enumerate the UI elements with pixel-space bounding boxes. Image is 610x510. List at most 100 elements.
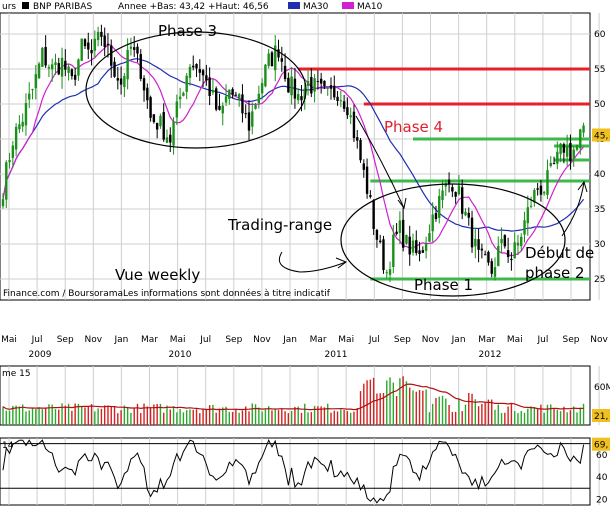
candle-body bbox=[428, 233, 431, 242]
candle-body bbox=[136, 46, 139, 54]
month-tick-label: Mai bbox=[170, 335, 186, 345]
month-tick-label: Mai bbox=[338, 335, 354, 345]
month-tick-label: Jan bbox=[113, 335, 128, 345]
oscillator-tick-label: 40 bbox=[596, 473, 608, 483]
candle-body bbox=[290, 76, 293, 96]
candle-body bbox=[139, 54, 142, 79]
candle-body bbox=[451, 187, 454, 192]
candle-body bbox=[188, 66, 192, 78]
candle-body bbox=[513, 242, 516, 259]
candle-body bbox=[562, 144, 566, 153]
ma10-legend-swatch bbox=[342, 2, 354, 9]
candle-body bbox=[352, 111, 356, 139]
candle-body bbox=[470, 217, 474, 248]
candle-body bbox=[385, 272, 388, 274]
candle-body bbox=[411, 240, 415, 253]
price-tick-label: 40 bbox=[594, 170, 606, 180]
candle-body bbox=[349, 115, 352, 118]
candle-body bbox=[44, 47, 47, 66]
candle-body bbox=[287, 77, 290, 93]
candle-body bbox=[539, 185, 543, 195]
candle-body bbox=[356, 137, 359, 141]
candle-body bbox=[379, 240, 382, 243]
candle-body bbox=[152, 114, 156, 123]
candle-body bbox=[251, 111, 254, 127]
month-tick-label: Nov bbox=[590, 335, 608, 345]
month-tick-label: Nov bbox=[253, 335, 271, 345]
price-tick-label: 60 bbox=[594, 30, 606, 40]
candle-body bbox=[169, 134, 172, 143]
volume-last-label: 21, bbox=[594, 412, 608, 422]
candle-body bbox=[375, 229, 379, 240]
candle-body bbox=[582, 125, 585, 133]
ma30-legend-label: MA30 bbox=[303, 2, 329, 12]
candle-body bbox=[195, 63, 198, 69]
candle-body bbox=[234, 94, 238, 96]
candle-body bbox=[549, 162, 552, 166]
candle-body bbox=[149, 97, 152, 118]
candle-body bbox=[178, 96, 182, 100]
candle-body bbox=[67, 66, 70, 73]
candle-body bbox=[116, 78, 119, 81]
volume-panel-label: me 15 bbox=[2, 369, 31, 379]
candle-body bbox=[310, 76, 313, 94]
month-tick-label: Sep bbox=[225, 335, 242, 345]
candle-body bbox=[237, 94, 241, 99]
debut-phase2-annotation-line2: phase 2 bbox=[525, 264, 585, 282]
month-tick-label: Sep bbox=[394, 335, 411, 345]
candle-body bbox=[257, 93, 261, 104]
candle-body bbox=[34, 74, 37, 89]
candle-body bbox=[398, 220, 402, 233]
ma10-line bbox=[2, 43, 585, 257]
candle-body bbox=[54, 62, 57, 65]
month-tick-label: Mai bbox=[507, 335, 523, 345]
month-tick-label: Mar bbox=[141, 335, 158, 345]
candle-body bbox=[254, 105, 257, 109]
candle-body bbox=[205, 75, 208, 81]
candle-body bbox=[474, 238, 477, 247]
candle-body bbox=[64, 60, 67, 70]
ma10-legend-label: MA10 bbox=[357, 2, 383, 12]
candle-body bbox=[87, 42, 90, 50]
candle-body bbox=[247, 112, 251, 131]
candle-body bbox=[215, 88, 218, 110]
price-tick-label: 35 bbox=[594, 205, 605, 215]
candle-body bbox=[172, 121, 175, 146]
candle-body bbox=[47, 67, 51, 69]
candle-body bbox=[405, 235, 408, 244]
candle-body bbox=[480, 248, 484, 251]
candle-body bbox=[8, 160, 11, 163]
candle-body bbox=[119, 78, 123, 85]
candle-body bbox=[415, 240, 418, 254]
price-tick-label: 55 bbox=[594, 65, 605, 75]
candle-body bbox=[467, 212, 470, 218]
phase3-annotation: Phase 3 bbox=[158, 22, 217, 40]
header-stats-label: Annee +Bas: 43,42 +Haut: 46,56 bbox=[118, 2, 269, 12]
candle-body bbox=[103, 35, 106, 48]
candle-body bbox=[60, 57, 64, 77]
candle-body bbox=[490, 261, 493, 274]
last-price-box bbox=[592, 128, 610, 142]
candle-body bbox=[106, 43, 110, 46]
oscillator-panel-frame bbox=[0, 437, 591, 506]
month-tick-label: Nov bbox=[422, 335, 440, 345]
candle-body bbox=[277, 49, 280, 58]
candle-body bbox=[90, 49, 93, 54]
phase4-arrow bbox=[355, 115, 405, 209]
header-fragment: urs bbox=[2, 2, 16, 12]
year-tick-label: 2010 bbox=[169, 350, 192, 360]
candle-body bbox=[533, 189, 536, 203]
candle-body bbox=[70, 69, 74, 77]
candle-body bbox=[362, 163, 365, 170]
candle-body bbox=[477, 239, 480, 250]
candle-body bbox=[162, 112, 165, 140]
trading-range-arrow bbox=[278, 251, 347, 273]
candle-body bbox=[306, 80, 310, 86]
candle-body bbox=[192, 65, 195, 68]
year-tick-label: 2009 bbox=[29, 350, 52, 360]
phase3-ellipse bbox=[85, 31, 307, 149]
header-series-label: BNP PARIBAS bbox=[33, 2, 92, 12]
volume-average-line bbox=[2, 383, 584, 411]
volume-last-box bbox=[592, 409, 610, 422]
